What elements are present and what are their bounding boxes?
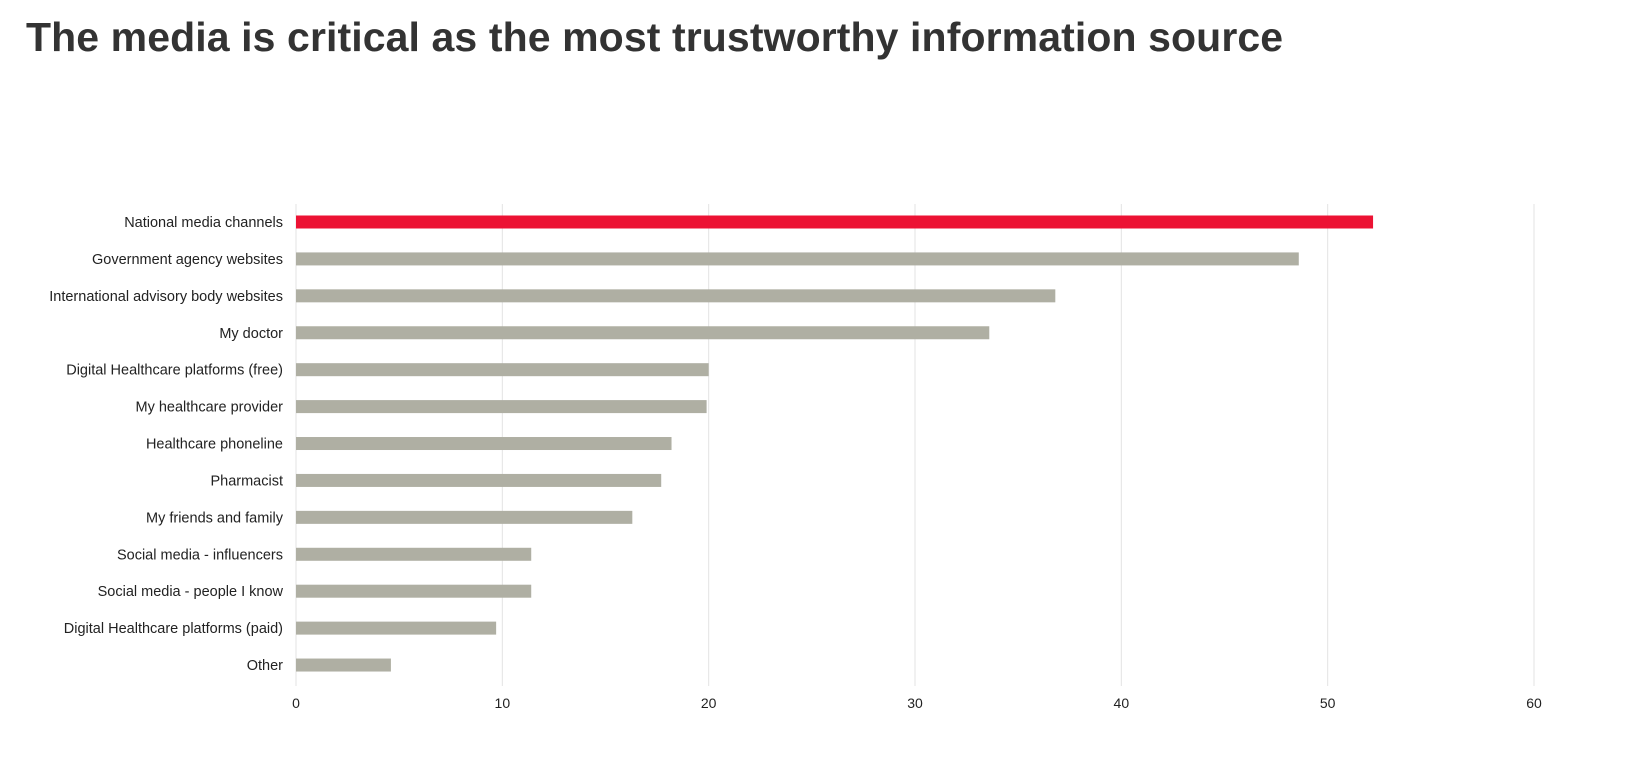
bar-6	[296, 437, 672, 451]
bar-3	[296, 326, 990, 340]
bar-11	[296, 621, 497, 635]
bar-2	[296, 289, 1056, 303]
bar-12	[296, 658, 391, 672]
category-label: Social media - people I know	[98, 584, 284, 600]
x-axis-ticks: 0 10 20 30 40 50 60	[292, 695, 1542, 711]
x-tick-label: 50	[1320, 695, 1336, 711]
category-label: International advisory body websites	[49, 289, 283, 305]
bar-7	[296, 473, 662, 487]
x-tick-label: 40	[1114, 695, 1130, 711]
bar-1	[296, 252, 1299, 266]
x-tick-label: 0	[292, 695, 300, 711]
x-tick-label: 30	[907, 695, 923, 711]
category-label: Digital Healthcare platforms (paid)	[64, 621, 283, 637]
category-labels: National media channels Government agency…	[49, 215, 283, 674]
category-label: National media channels	[124, 215, 283, 231]
bars	[296, 215, 1374, 672]
category-label: Other	[247, 658, 283, 674]
x-tick-label: 10	[495, 695, 511, 711]
category-label: Pharmacist	[210, 473, 283, 489]
bar-0	[296, 215, 1374, 229]
bar-8	[296, 510, 633, 524]
category-label: My doctor	[219, 326, 283, 342]
category-label: My healthcare provider	[136, 400, 284, 416]
bar-9	[296, 547, 532, 561]
category-label: Digital Healthcare platforms (free)	[66, 363, 283, 379]
category-label: Healthcare phoneline	[146, 437, 283, 453]
category-label: Social media - influencers	[117, 547, 283, 563]
bar-5	[296, 400, 707, 414]
x-tick-label: 60	[1526, 695, 1542, 711]
category-label: Government agency websites	[92, 252, 283, 268]
bar-10	[296, 584, 532, 598]
chart-title: The media is critical as the most trustw…	[26, 14, 1284, 60]
x-tick-label: 20	[701, 695, 717, 711]
category-label: My friends and family	[146, 510, 284, 526]
bar-4	[296, 363, 709, 377]
